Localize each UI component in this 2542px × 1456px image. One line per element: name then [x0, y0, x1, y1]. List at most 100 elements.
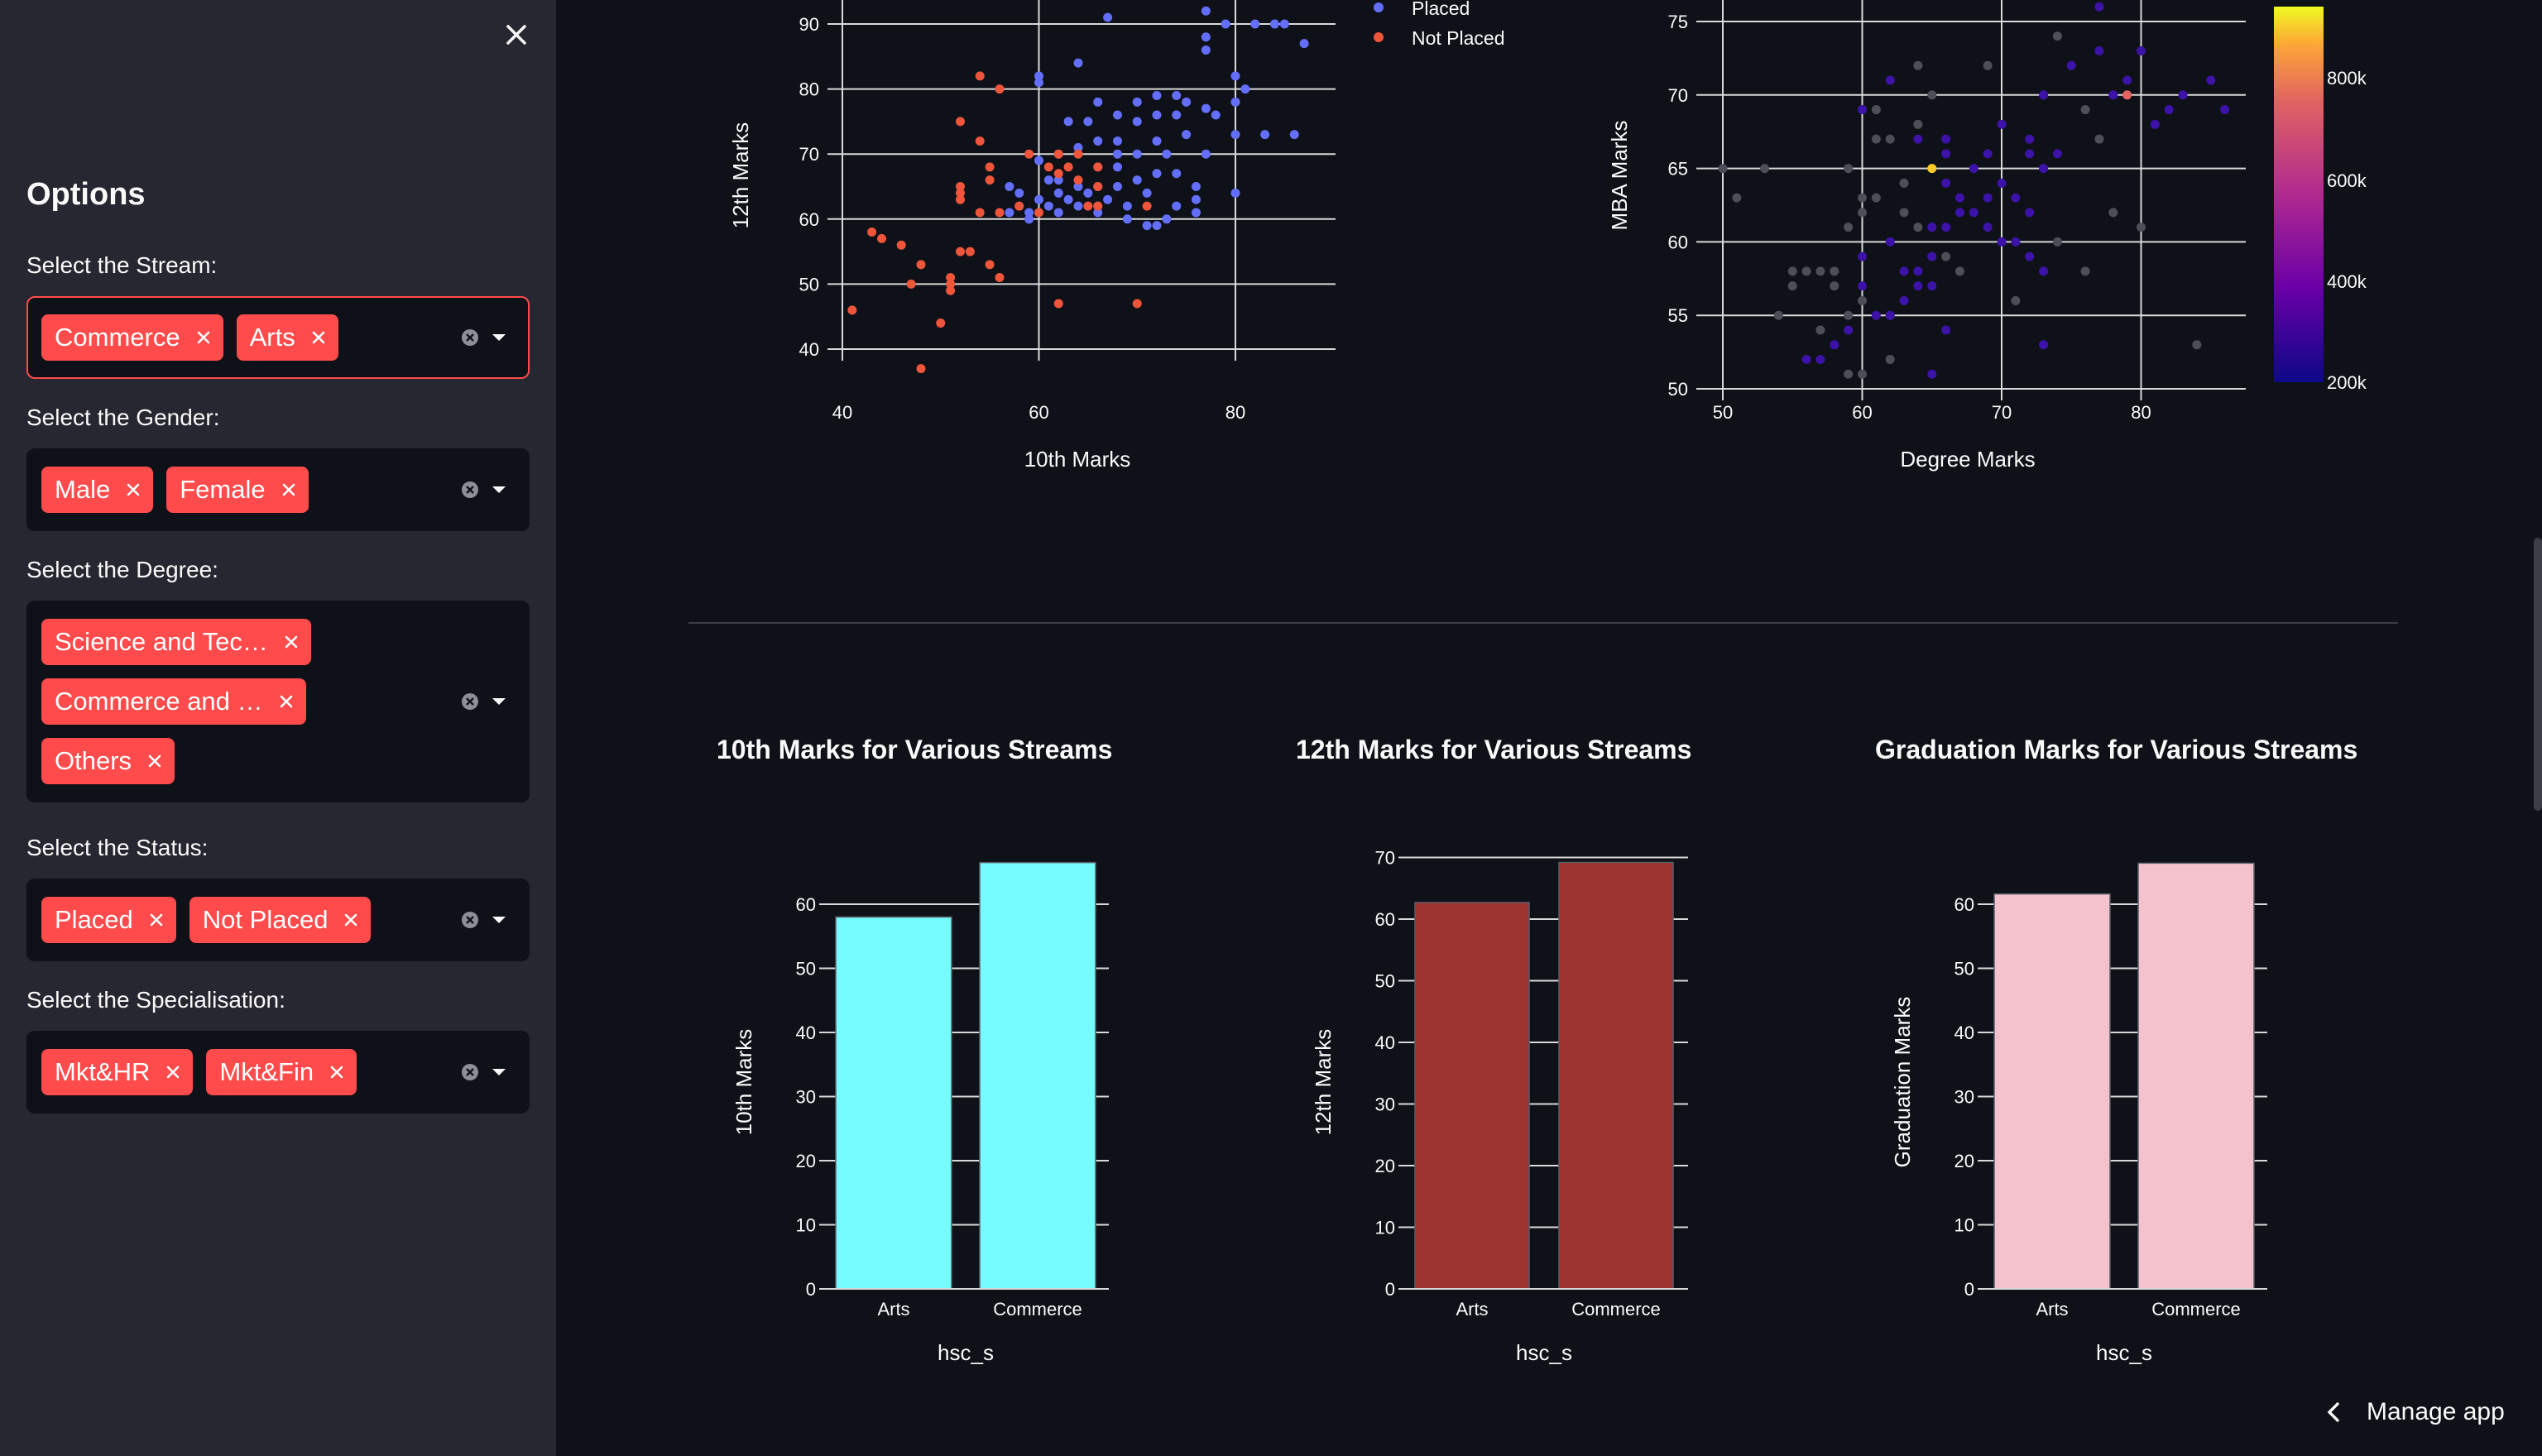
clear-all-icon[interactable]	[460, 910, 480, 930]
clear-all-icon[interactable]	[460, 1062, 480, 1082]
remove-chip-icon[interactable]	[283, 634, 300, 650]
clear-all-icon[interactable]	[460, 480, 480, 500]
status-multiselect[interactable]: Placed Not Placed	[26, 879, 530, 961]
x-axis-label: Degree Marks	[1900, 447, 2035, 472]
data-point	[2025, 208, 2035, 218]
remove-chip-icon[interactable]	[329, 1064, 345, 1080]
data-point	[1787, 266, 1797, 276]
data-point	[1250, 19, 1260, 29]
y-tick-label: 10	[796, 1215, 816, 1236]
chevron-down-icon[interactable]	[490, 914, 508, 926]
data-point	[1073, 149, 1083, 159]
data-point	[1844, 310, 1854, 320]
gender-filter: Select the Gender: Male Female	[26, 404, 530, 531]
data-point	[1801, 266, 1811, 276]
data-point	[1063, 194, 1073, 204]
data-point	[1899, 295, 1909, 305]
chevron-down-icon[interactable]	[490, 332, 508, 343]
bar	[979, 861, 1096, 1290]
data-point	[1997, 119, 2007, 129]
specialisation-multiselect[interactable]: Mkt&HR Mkt&Fin	[26, 1031, 530, 1114]
clear-all-icon[interactable]	[460, 692, 480, 711]
data-point	[1063, 162, 1073, 172]
data-point	[1299, 39, 1309, 49]
remove-chip-icon[interactable]	[343, 912, 359, 928]
data-point	[2122, 75, 2132, 85]
data-point	[1201, 45, 1211, 55]
data-point	[2052, 31, 2062, 41]
y-tick-label: 20	[1954, 1151, 1974, 1171]
data-point	[1024, 208, 1034, 218]
data-point	[1844, 325, 1854, 335]
y-tick-label: 30	[796, 1087, 816, 1108]
chevron-down-icon[interactable]	[490, 696, 508, 707]
chip-label: Male	[55, 475, 111, 504]
data-point	[1034, 208, 1043, 218]
data-point	[2192, 340, 2202, 350]
data-point	[1083, 117, 1093, 127]
data-point	[1043, 201, 1053, 211]
data-point	[1142, 201, 1152, 211]
y-tick-label: 60	[1375, 909, 1395, 930]
remove-chip-icon[interactable]	[165, 1064, 181, 1080]
data-point	[1083, 201, 1093, 211]
data-point	[2011, 193, 2021, 203]
colorbar-tick-label: 400k	[2327, 271, 2367, 292]
data-point	[1941, 325, 1951, 335]
data-point	[1927, 223, 1937, 232]
data-point	[2137, 223, 2146, 232]
x-tick-label: 40	[832, 402, 852, 423]
data-point	[1983, 223, 1993, 232]
colorbar-tick-label: 200k	[2327, 372, 2367, 393]
scrollbar[interactable]	[2534, 538, 2542, 811]
data-point	[2137, 46, 2146, 56]
data-point	[956, 188, 965, 198]
data-point	[1858, 295, 1867, 305]
remove-chip-icon[interactable]	[146, 753, 163, 769]
remove-chip-icon[interactable]	[281, 481, 297, 498]
gender-multiselect[interactable]: Male Female	[26, 448, 530, 531]
data-point	[1221, 19, 1230, 29]
remove-chip-icon[interactable]	[148, 912, 165, 928]
remove-chip-icon[interactable]	[195, 329, 212, 346]
remove-chip-icon[interactable]	[278, 693, 295, 710]
chevron-down-icon[interactable]	[490, 484, 508, 496]
data-point	[1871, 310, 1881, 320]
stream-multiselect[interactable]: Commerce Arts	[26, 296, 530, 379]
manage-app-button[interactable]: Manage app	[2325, 1398, 2505, 1426]
degree-multiselect[interactable]: Science and Tec… Commerce and … Others	[26, 601, 530, 802]
y-tick-label: 70	[1375, 848, 1395, 869]
legend-marker	[1374, 2, 1384, 12]
data-point	[1014, 201, 1024, 211]
remove-chip-icon[interactable]	[310, 329, 327, 346]
y-tick-label: 30	[1954, 1087, 1974, 1108]
remove-chip-icon[interactable]	[125, 481, 141, 498]
chip: Placed	[41, 897, 176, 943]
data-point	[1162, 214, 1172, 224]
close-icon[interactable]	[501, 20, 531, 50]
y-tick-label: 50	[796, 959, 816, 979]
data-point	[1152, 110, 1162, 120]
chip-label: Commerce and …	[55, 687, 263, 716]
x-axis-label: hsc_s	[1516, 1340, 1572, 1365]
data-point	[956, 194, 965, 204]
data-point	[2011, 295, 2021, 305]
bar	[835, 916, 952, 1290]
x-tick-label: 80	[1225, 402, 1245, 423]
data-point	[1192, 208, 1201, 218]
chevron-down-icon[interactable]	[490, 1066, 508, 1078]
data-point	[975, 71, 985, 81]
data-point	[847, 305, 857, 315]
y-tick-label: 60	[796, 894, 816, 915]
data-point	[2164, 105, 2174, 115]
data-point	[2039, 340, 2049, 350]
bar	[1558, 861, 1674, 1290]
data-point	[1983, 149, 1993, 159]
data-point	[1927, 164, 1937, 174]
y-axis-label: 10th Marks	[731, 1029, 756, 1136]
data-point	[1053, 188, 1063, 198]
data-point	[956, 117, 965, 127]
clear-all-icon[interactable]	[460, 328, 480, 347]
data-point	[1103, 194, 1113, 204]
colorbar	[2274, 7, 2324, 382]
